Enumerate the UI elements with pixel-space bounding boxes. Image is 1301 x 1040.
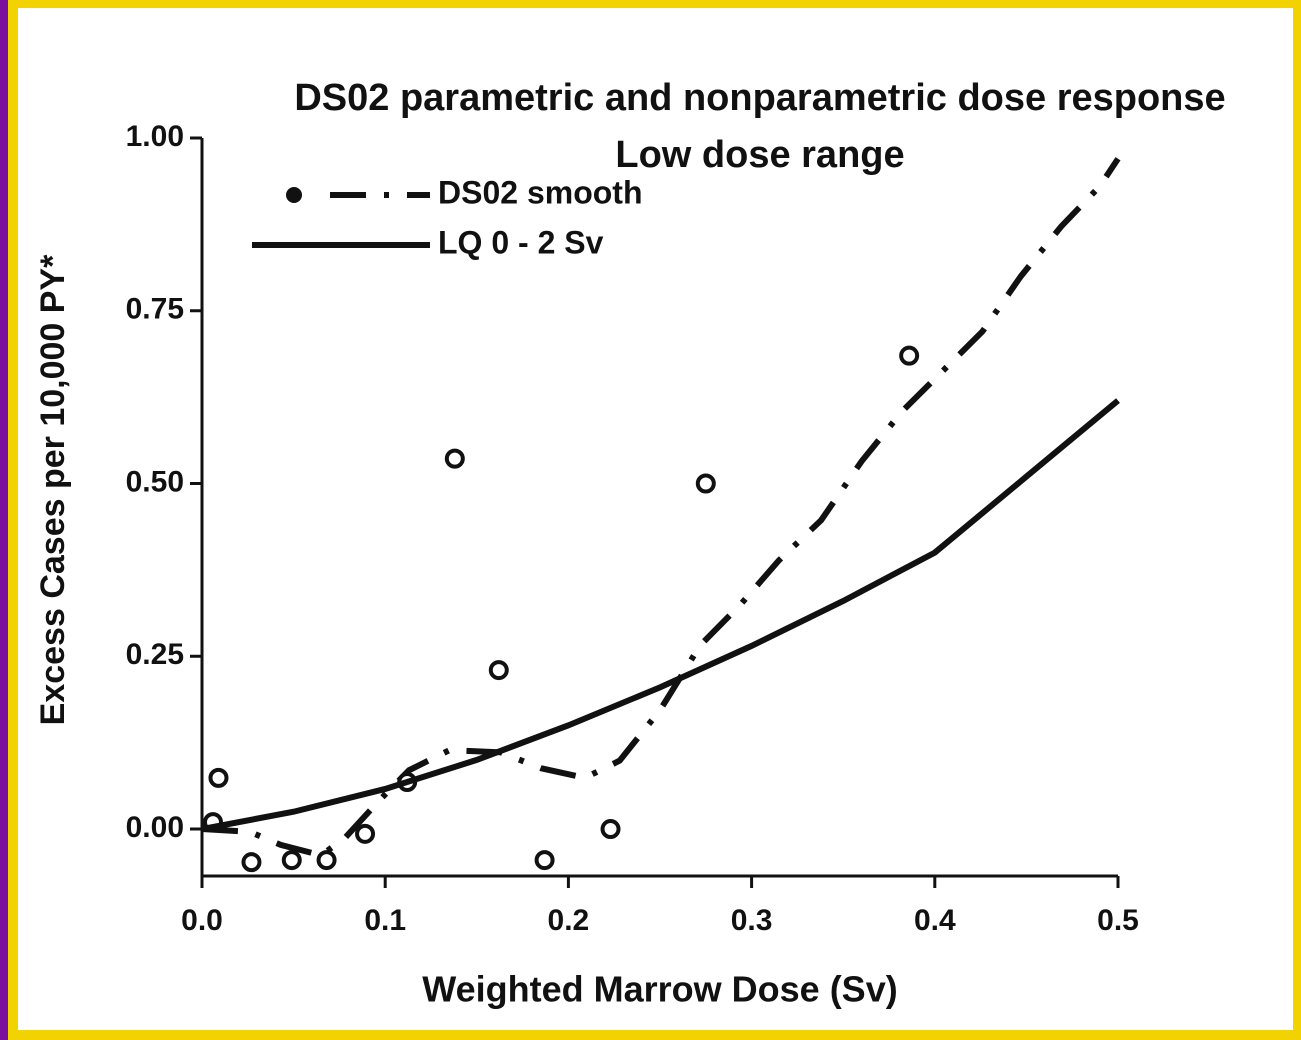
x-tick-label: 0.5 — [1097, 904, 1139, 937]
data-point — [444, 448, 465, 469]
legend-marker — [286, 187, 302, 203]
data-point — [281, 850, 302, 871]
legend-label: DS02 smooth — [438, 174, 642, 210]
y-axis-label: Excess Cases per 10,000 PY* — [34, 254, 72, 725]
legend-label: LQ 0 - 2 Sv — [438, 224, 604, 260]
data-point — [600, 819, 621, 840]
y-tick-label: 0.25 — [126, 638, 184, 671]
x-axis-label: Weighted Marrow Dose (Sv) — [422, 969, 897, 1010]
x-tick-label: 0.1 — [364, 904, 406, 937]
plot-background — [18, 8, 1293, 1030]
data-point — [899, 345, 920, 366]
data-point — [488, 660, 509, 681]
y-tick-label: 0.75 — [126, 293, 184, 326]
data-point — [355, 823, 376, 844]
y-tick-label: 0.00 — [126, 811, 184, 844]
series-line — [201, 398, 1120, 832]
data-point — [208, 767, 229, 788]
data-point — [534, 850, 555, 871]
series-line — [201, 157, 1121, 859]
x-tick-label: 0.3 — [731, 904, 773, 937]
chart-subtitle: Low dose range — [615, 134, 904, 176]
x-tick-label: 0.4 — [914, 904, 956, 937]
y-tick-label: 0.50 — [126, 465, 184, 498]
y-tick-label: 1.00 — [126, 120, 184, 153]
data-point — [316, 850, 337, 871]
chart-title: DS02 parametric and nonparametric dose r… — [294, 77, 1225, 119]
x-tick-label: 0.2 — [548, 904, 590, 937]
data-point — [695, 473, 716, 494]
data-point — [241, 852, 262, 873]
x-tick-label: 0.0 — [181, 904, 223, 937]
